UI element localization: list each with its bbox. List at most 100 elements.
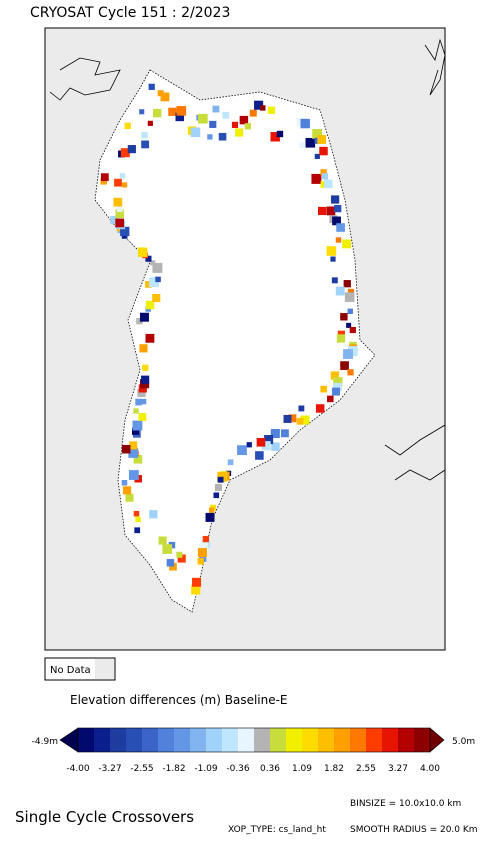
crossover-cell	[318, 206, 327, 216]
crossover-cells	[100, 83, 358, 595]
crossover-cell	[100, 173, 109, 182]
crossover-cell	[148, 83, 155, 90]
colorbar-segment	[206, 728, 223, 752]
crossover-cell	[120, 148, 130, 158]
crossover-cell	[334, 204, 342, 213]
crossover-cell	[168, 107, 177, 116]
crossover-cell	[319, 146, 328, 156]
crossover-cell	[115, 209, 125, 218]
crossover-cell	[125, 493, 134, 502]
colorbar-tick-label: -1.09	[194, 764, 218, 774]
colorbar-segment	[318, 728, 335, 752]
coastline	[424, 38, 446, 96]
crossover-cell	[213, 492, 220, 499]
crossover-cell	[244, 123, 252, 130]
crossover-cell	[142, 364, 149, 371]
crossover-cell	[158, 536, 167, 545]
colorbar-under	[59, 727, 79, 753]
footer-heading: Single Cycle Crossovers	[15, 808, 194, 826]
crossover-cell	[288, 414, 297, 423]
crossover-cell	[336, 334, 346, 343]
crossover-cell	[227, 459, 234, 466]
colorbar-segment	[126, 728, 143, 752]
crossover-cell	[141, 140, 150, 149]
crossover-cell	[332, 387, 340, 396]
crossover-cell	[192, 577, 202, 587]
colorbar-segment	[94, 728, 111, 752]
crossover-cell	[300, 415, 310, 425]
crossover-cell	[166, 559, 175, 567]
crossover-cell	[145, 300, 155, 310]
crossover-cell	[217, 476, 224, 483]
colorbar-border	[77, 727, 431, 753]
colorbar-segment	[270, 728, 287, 752]
crossover-cell	[149, 510, 158, 519]
crossover-cell	[218, 132, 227, 141]
crossover-cell	[299, 142, 305, 148]
crossover-cell	[176, 106, 187, 116]
crossover-cell	[133, 510, 140, 517]
crossover-cell	[349, 326, 356, 334]
crossover-cell	[347, 369, 354, 376]
crossover-cell	[110, 215, 119, 224]
map	[49, 38, 446, 613]
crossover-cell	[116, 206, 123, 212]
xop-type: XOP_TYPE: cs_land_ht	[228, 825, 326, 835]
crossover-cell	[271, 442, 280, 451]
crossover-cell	[149, 277, 159, 288]
crossover-cell	[133, 408, 139, 414]
crossover-cell	[346, 322, 352, 328]
crossover-cell	[342, 239, 351, 249]
crossover-cell	[113, 197, 123, 207]
crossover-cell	[152, 262, 163, 273]
crossover-cell	[270, 429, 280, 439]
crossover-cell	[330, 256, 336, 262]
colorbar-segment	[142, 728, 159, 752]
crossover-cell	[147, 120, 153, 126]
crossover-cell	[267, 106, 276, 114]
crossover-cell	[115, 218, 125, 228]
crossover-cell	[145, 255, 152, 262]
colorbar-tick-label: -0.36	[226, 764, 250, 774]
crossover-cell	[139, 312, 149, 322]
crossover-cell	[209, 120, 217, 128]
crossover-cell	[197, 558, 204, 565]
crossover-cell	[326, 246, 337, 256]
colorbar-segment	[190, 728, 207, 752]
crossover-cell	[343, 280, 351, 288]
crossover-cell	[134, 527, 141, 534]
crossover-cell	[280, 429, 289, 438]
crossover-cell	[212, 105, 220, 113]
crossover-cell	[311, 173, 322, 184]
colorbar-segment	[286, 728, 303, 752]
colorbar-segment	[398, 728, 415, 752]
crossover-cell	[333, 382, 342, 392]
binsize: BINSIZE = 10.0x10.0 km	[350, 799, 461, 809]
colorbar-segment	[110, 728, 127, 752]
crossover-cell	[300, 118, 310, 129]
crossover-cell	[320, 169, 327, 176]
colorbar-tick-label: 2.55	[356, 764, 376, 774]
crossover-cell	[205, 512, 215, 522]
crossover-cell	[326, 206, 336, 216]
crossover-cell	[138, 384, 147, 393]
coastline	[49, 57, 121, 101]
crossover-cell	[344, 292, 355, 302]
colorbar-max-label: 5.0m	[452, 737, 475, 747]
crossover-cell	[261, 441, 271, 451]
colorbar-segment	[414, 728, 431, 752]
crossover-cell	[128, 448, 139, 458]
crossover-cell	[141, 375, 150, 384]
crossover-cell	[331, 277, 338, 284]
crossover-cell	[198, 113, 208, 124]
crossover-cell	[333, 377, 343, 387]
colorbar-tick-label: 4.00	[420, 764, 440, 774]
colorbar-tick-label: -1.82	[162, 764, 185, 774]
crossover-cell	[139, 344, 148, 353]
colorbar-segment	[78, 728, 95, 752]
crossover-cell	[298, 405, 305, 412]
colorbar-segment	[158, 728, 175, 752]
crossover-cell	[138, 413, 147, 421]
crossover-cell	[317, 135, 327, 144]
crossover-cell	[139, 109, 145, 115]
